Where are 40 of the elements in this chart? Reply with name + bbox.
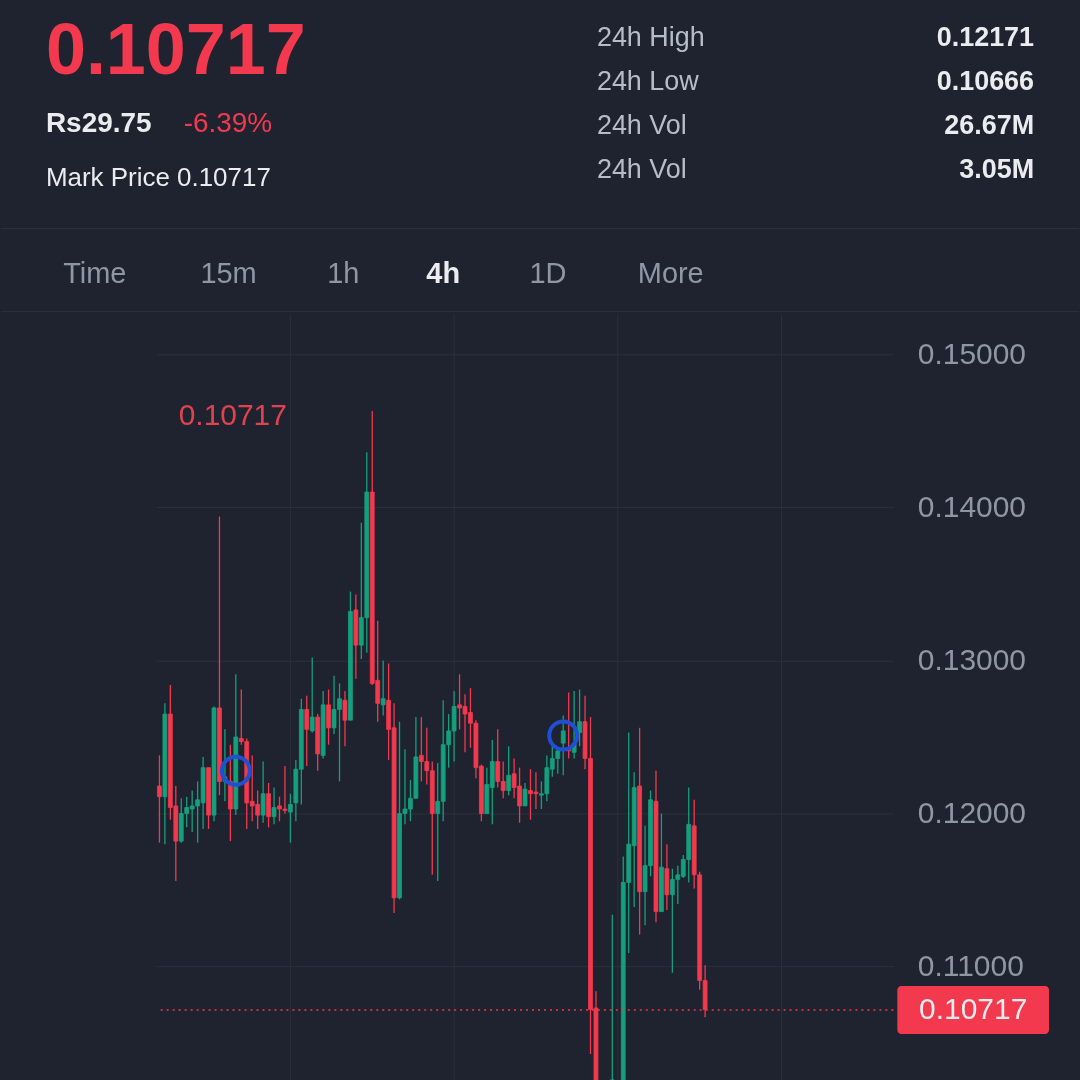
text: Rs29.75 xyxy=(45,106,152,138)
candlestick xyxy=(326,688,331,746)
candlestick xyxy=(522,782,528,807)
text: 26.67M xyxy=(944,109,1035,140)
y-tick-label: 0.15000 xyxy=(917,336,1027,370)
annotation: 0.10717 xyxy=(178,398,287,432)
y-tick-label: 0.13000 xyxy=(917,642,1027,676)
y-tick-label: 0.11000 xyxy=(917,949,1024,983)
text: More xyxy=(637,257,704,290)
text: 0.12171 xyxy=(936,21,1035,52)
text: 24h Vol xyxy=(596,153,687,184)
text: 0.10717 xyxy=(45,8,306,89)
candlestick xyxy=(380,659,386,717)
text: 3.05M xyxy=(959,153,1035,184)
candlestick xyxy=(560,714,566,776)
candlestick xyxy=(266,782,271,829)
candlestick xyxy=(309,656,315,734)
text: Time xyxy=(63,257,127,290)
text: 0.10666 xyxy=(936,65,1035,96)
candlestick xyxy=(288,793,293,844)
text: 15m xyxy=(200,257,257,290)
text: 24h Vol xyxy=(596,109,687,140)
candlestick xyxy=(304,695,310,767)
text: 1h xyxy=(327,257,360,290)
text: 1D xyxy=(529,257,567,290)
text: 4h xyxy=(426,257,461,290)
candlestick xyxy=(609,913,615,1080)
candlestick xyxy=(342,690,348,747)
candlestick xyxy=(577,688,582,747)
candlestick xyxy=(157,754,162,844)
candlestick xyxy=(506,745,512,796)
text: Mark Price 0.10717 xyxy=(45,162,271,191)
text: 24h Low xyxy=(596,65,700,96)
y-tick-label: 0.14000 xyxy=(917,489,1027,523)
candlestick xyxy=(271,786,277,825)
ref-line-label: 0.10717 xyxy=(919,992,1028,1026)
text: 24h High xyxy=(596,21,705,52)
y-tick-label: 0.12000 xyxy=(917,796,1027,830)
candlestick xyxy=(260,760,266,824)
text: -6.39% xyxy=(183,106,273,138)
